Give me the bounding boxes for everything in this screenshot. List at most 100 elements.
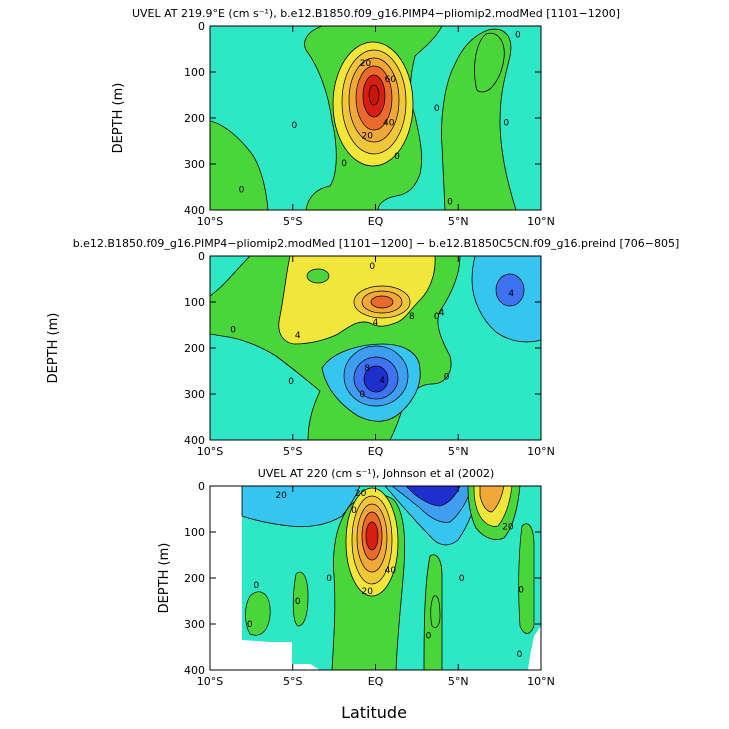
contour-label: 4 (508, 289, 514, 299)
panel-3-ylabel: DEPTH (m) (157, 543, 172, 614)
contour-label: 40 (385, 566, 397, 576)
panel-3-sec-west (241, 486, 361, 528)
contour-label: 0 (288, 377, 294, 387)
x-tick-label: 5°S (283, 675, 302, 688)
y-tick-label: 200 (184, 342, 205, 355)
y-tick-label: 100 (184, 296, 205, 309)
panel-3-tongue-far-south (245, 591, 271, 636)
x-tick-label: EQ (368, 215, 384, 228)
panel-3-title: UVEL AT 220 (cm s⁻¹), Johnson et al (200… (258, 467, 495, 480)
panel-1: UVEL AT 219.9°E (cm s⁻¹), b.e12.B1850.f0… (111, 7, 620, 228)
panel-3: UVEL AT 220 (cm s⁻¹), Johnson et al (200… (157, 467, 555, 722)
contour-label: 0 (295, 597, 301, 607)
x-tick-label: EQ (368, 445, 384, 458)
panel-2-ylabel: DEPTH (m) (46, 313, 61, 384)
panel-2-title: b.e12.B1850.f09_g16.PIMP4−pliomip2.modMe… (73, 237, 680, 250)
contour-label: 0 (230, 326, 236, 336)
panel-3-plot: 20 20 0 0 0 0 0 20 40 0 0 0 0 20 (210, 486, 541, 670)
panel-2-ne-core (495, 273, 525, 307)
contour-label: 0 (434, 104, 440, 114)
contour-label: 40 (383, 119, 395, 129)
contour-label: 0 (459, 574, 465, 584)
contour-label: 0 (369, 262, 375, 272)
x-tick-label: 10°S (197, 445, 223, 458)
panel-3-sec-north-core (405, 486, 461, 507)
panel-1-contour-labels: 0 0 0 0 0 0 0 0 20 20 40 60 (239, 30, 521, 207)
panel-2-surface-patch (306, 268, 330, 284)
contour-label: 4 (379, 376, 385, 386)
y-tick-label: 300 (184, 388, 205, 401)
y-tick-label: 300 (184, 618, 205, 631)
contour-label: 4 (295, 331, 301, 341)
contour-label: 0 (503, 119, 509, 129)
y-tick-label: 300 (184, 158, 205, 171)
contour-label: 4 (439, 309, 445, 319)
contour-label: 20 (502, 522, 514, 532)
contour-label: 20 (361, 587, 373, 597)
panel-3-ne-orange (479, 486, 505, 513)
contour-label: 20 (275, 491, 287, 501)
x-tick-label: 5°S (283, 215, 302, 228)
y-tick-label: 0 (198, 480, 205, 493)
x-tick-label: 10°N (527, 675, 555, 688)
x-tick-label: 5°N (448, 215, 469, 228)
contour-label: 0 (517, 650, 523, 660)
panel-1-core-center (368, 84, 380, 106)
contour-label: 20 (361, 131, 373, 141)
x-tick-label: 10°S (197, 215, 223, 228)
y-tick-label: 400 (184, 204, 205, 217)
contour-label: 20 (360, 59, 372, 69)
contour-label: 0 (292, 121, 298, 131)
contour-label: 0 (434, 312, 440, 322)
panel-2-max-inner (370, 295, 394, 309)
contour-label: 60 (385, 75, 397, 85)
panel-3-tongue-far-north (518, 523, 535, 634)
y-tick-label: 200 (184, 112, 205, 125)
panel-2-neg-core (363, 365, 389, 393)
panel-1-north-inner (474, 32, 505, 93)
x-tick-label: 5°N (448, 675, 469, 688)
contour-label: 0 (247, 620, 253, 630)
panel-1-title: UVEL AT 219.9°E (cm s⁻¹), b.e12.B1850.f0… (132, 7, 620, 20)
contour-label: 20 (355, 489, 367, 499)
x-tick-label: EQ (368, 675, 384, 688)
contour-label: 0 (515, 30, 521, 40)
x-tick-label: 5°S (283, 445, 302, 458)
panel-3-tongue-south (292, 571, 309, 627)
contour-label: 0 (444, 373, 450, 383)
panel-1-plot: 0 0 0 0 0 0 0 0 20 20 40 60 (210, 26, 541, 210)
y-tick-label: 100 (184, 526, 205, 539)
panel-3-contour-labels: 20 20 0 0 0 0 0 20 40 0 0 0 0 20 (247, 489, 524, 660)
x-tick-label: 10°N (527, 215, 555, 228)
contour-label: 0 (447, 198, 453, 208)
contour-label: 0 (426, 632, 432, 642)
x-tick-label: 10°S (197, 675, 223, 688)
x-tick-label: 10°N (527, 445, 555, 458)
panel-1-ylabel: DEPTH (m) (111, 83, 126, 154)
y-tick-label: 400 (184, 664, 205, 677)
contour-label: 0 (253, 581, 259, 591)
contour-label: 8 (409, 312, 415, 322)
panel-2: b.e12.B1850.f09_g16.PIMP4−pliomip2.modMe… (46, 237, 679, 458)
contour-label: 0 (518, 586, 524, 596)
y-tick-label: 100 (184, 66, 205, 79)
contour-label: 0 (351, 506, 357, 516)
x-axis-title: Latitude (341, 703, 407, 722)
contour-label: 0 (239, 185, 245, 195)
contour-label: 4 (373, 318, 379, 328)
y-tick-label: 200 (184, 572, 205, 585)
contour-label: 8 (364, 364, 370, 374)
contour-label: 0 (326, 574, 332, 584)
panel-3-tongue-north-inner (430, 595, 441, 628)
y-tick-label: 0 (198, 20, 205, 33)
panel-3-core-red (365, 521, 379, 551)
y-tick-label: 0 (198, 250, 205, 263)
contour-label: 0 (394, 152, 400, 162)
y-tick-label: 400 (184, 434, 205, 447)
